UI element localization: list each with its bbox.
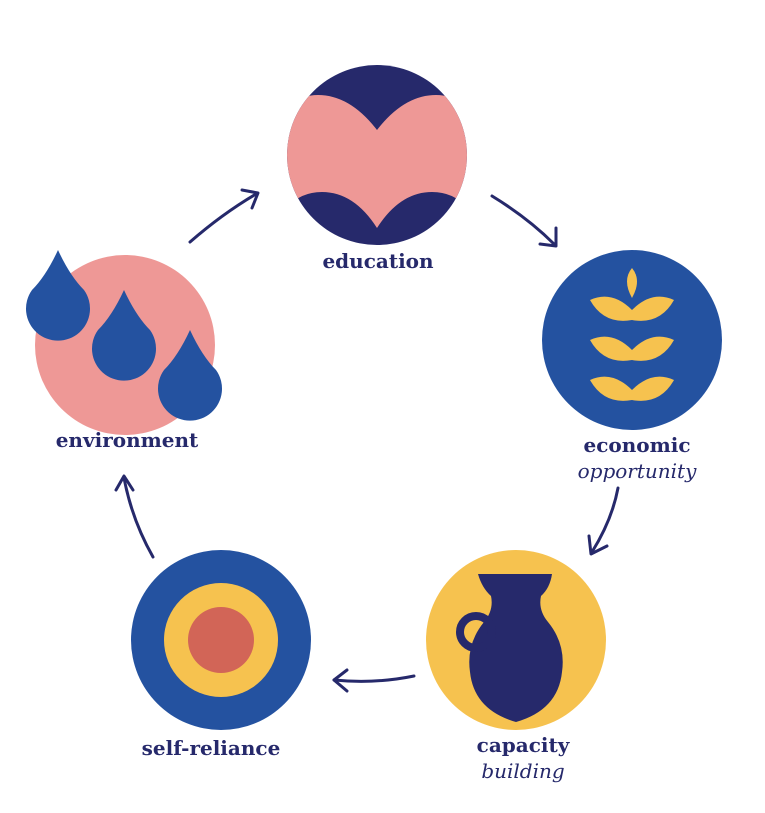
opportunity-label: opportunity [578, 459, 697, 483]
capacity-building-node: capacity building [426, 550, 606, 783]
building-label: building [481, 759, 564, 783]
arrow-self-reliance-to-environment [114, 474, 155, 559]
wheat-icon [542, 250, 722, 430]
arrow-economic-to-capacity [587, 486, 620, 556]
education-node: education [287, 65, 467, 273]
economic-label: economic [583, 433, 690, 457]
environment-node: environment [26, 250, 222, 452]
self-reliance-node: self-reliance [131, 550, 311, 760]
arrow-environment-to-education [188, 188, 260, 244]
environment-label: environment [56, 428, 199, 452]
jug-icon [426, 550, 606, 730]
economic-opportunity-node: economic opportunity [542, 250, 722, 483]
arrow-education-to-economic [490, 194, 558, 248]
open-book-icon [287, 65, 467, 245]
self-reliance-label: self-reliance [142, 736, 281, 760]
capacity-label: capacity [477, 733, 571, 757]
education-label: education [322, 249, 434, 273]
target-icon [131, 550, 311, 730]
water-drops-icon [26, 250, 222, 435]
arrow-capacity-to-self-reliance [332, 668, 416, 693]
